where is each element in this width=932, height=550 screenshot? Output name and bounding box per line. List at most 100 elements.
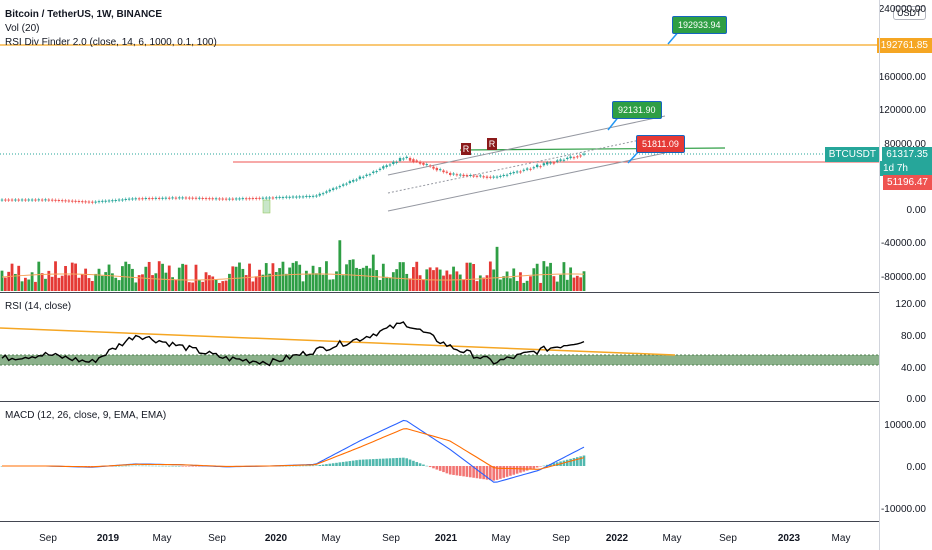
candle	[418, 161, 422, 164]
rsi-title[interactable]: RSI (14, close)	[5, 301, 72, 312]
candle	[519, 171, 522, 173]
macd-histogram-bar	[315, 465, 318, 466]
macd-histogram-bar	[525, 466, 529, 471]
volume-bar	[378, 280, 382, 291]
price-tick-label: 120000.00	[878, 105, 926, 116]
candle	[67, 200, 71, 202]
macd-histogram-bar	[321, 464, 325, 466]
pane-separator-1[interactable]	[0, 292, 880, 293]
candle	[231, 198, 234, 200]
callout-top[interactable]: 192933.94	[672, 16, 727, 34]
candle	[368, 174, 372, 176]
volume-bar	[505, 271, 509, 291]
time-tick-label: Sep	[208, 533, 226, 544]
volume-bar	[321, 274, 325, 291]
macd-histogram-bar	[495, 466, 499, 480]
volume-bar	[191, 282, 195, 291]
macd-histogram-bar	[462, 466, 465, 477]
candle	[241, 198, 245, 200]
time-tick-label: Sep	[39, 533, 57, 544]
rsi-trend-line[interactable]	[0, 327, 676, 356]
volume-indicator-title[interactable]: Vol (20)	[5, 23, 40, 34]
volume-bar	[24, 277, 27, 291]
macd-histogram-bar	[134, 465, 138, 467]
macd-histogram-bar	[301, 465, 305, 467]
volume-bar	[562, 262, 566, 291]
candle	[382, 166, 385, 169]
candle	[301, 196, 305, 198]
candle	[485, 176, 489, 178]
volume-bar	[408, 278, 412, 291]
volume-bar	[288, 267, 292, 291]
macd-histogram-bar	[291, 465, 295, 467]
candle	[408, 157, 412, 161]
rsi-band	[0, 355, 880, 365]
reversal-marker-2[interactable]	[487, 138, 497, 150]
macd-histogram-bar	[194, 466, 198, 467]
volume-bar	[261, 274, 265, 291]
channel-upper-line[interactable]	[387, 115, 666, 176]
rsi-chart[interactable]	[0, 293, 932, 401]
macd-chart[interactable]	[0, 402, 932, 521]
volume-bar	[264, 263, 268, 291]
macd-histogram-bar	[355, 460, 358, 466]
volume-bar	[134, 282, 138, 291]
volume-bar	[271, 263, 275, 291]
candle	[552, 162, 556, 164]
volume-bar	[488, 261, 492, 291]
candle	[556, 160, 559, 162]
candle	[37, 199, 40, 201]
candle	[559, 159, 562, 161]
volume-bar	[539, 282, 542, 291]
candle	[151, 198, 154, 200]
macd-histogram-bar	[177, 465, 181, 467]
volume-bar	[94, 273, 98, 291]
candle	[275, 197, 278, 199]
candle	[214, 198, 218, 200]
volume-bar	[325, 261, 328, 291]
volume-bar	[358, 268, 362, 291]
volume-bar	[398, 262, 402, 291]
volume-bars	[0, 240, 586, 291]
reversal-marker-1[interactable]	[461, 143, 471, 155]
volume-bar	[64, 265, 67, 291]
candle	[117, 199, 121, 201]
candle	[87, 201, 91, 203]
candle	[499, 175, 502, 177]
candle	[238, 198, 241, 200]
candle	[288, 196, 291, 198]
volume-bar	[254, 276, 258, 291]
macd-title[interactable]: MACD (12, 26, close, 9, EMA, EMA)	[5, 410, 167, 421]
candle	[127, 198, 131, 200]
macd-tick-label: 10000.00	[884, 420, 926, 431]
candle	[435, 167, 439, 171]
volume-bar	[44, 278, 47, 291]
candle	[305, 195, 308, 197]
rsi-div-indicator-title[interactable]: RSI Div Finder 2.0 (close, 14, 6, 1000, …	[5, 37, 217, 48]
pane-separator-2[interactable]	[0, 401, 880, 402]
current-price-tag: 61317.35	[882, 147, 932, 162]
macd-histogram-bar	[121, 465, 124, 467]
volume-bar	[468, 262, 472, 291]
callout-low[interactable]: 51811.09	[636, 135, 685, 153]
callout-mid[interactable]: 92131.90	[612, 101, 662, 119]
volume-bar	[34, 281, 37, 291]
macd-histogram-bar	[485, 466, 489, 480]
candlestick-series	[0, 152, 586, 205]
volume-bar	[291, 262, 295, 291]
candle	[268, 197, 271, 199]
price-chart[interactable]: R R	[0, 0, 932, 292]
candle	[542, 163, 546, 166]
macd-histogram-bar	[542, 465, 546, 467]
candle	[539, 166, 542, 168]
candle	[271, 197, 275, 199]
candle	[134, 198, 137, 200]
candle	[184, 197, 188, 199]
volume-bar	[80, 274, 84, 291]
channel-lower-line[interactable]	[387, 152, 666, 212]
volume-bar	[388, 277, 392, 291]
currency-badge[interactable]: USDT	[893, 6, 926, 20]
volume-bar	[201, 281, 205, 291]
macd-histogram-bar	[325, 464, 328, 466]
macd-histogram-bar	[124, 465, 128, 467]
